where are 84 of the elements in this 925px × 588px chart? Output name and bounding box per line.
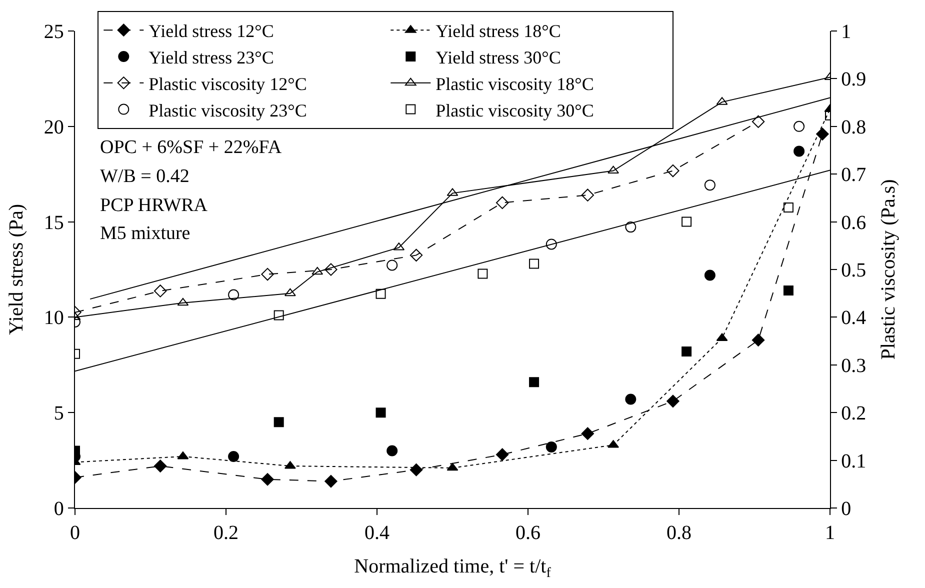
y2-tick-label: 0.2 bbox=[841, 402, 866, 425]
point bbox=[154, 460, 167, 472]
y-tick-label: 0 bbox=[54, 498, 64, 520]
point bbox=[682, 216, 692, 227]
y2-tick-label: 0.7 bbox=[841, 164, 866, 186]
point bbox=[625, 394, 636, 405]
annotation: PCP HRWRA bbox=[100, 195, 208, 216]
point bbox=[324, 474, 338, 488]
point bbox=[816, 128, 829, 140]
point bbox=[324, 263, 338, 276]
point bbox=[274, 417, 284, 428]
point bbox=[682, 346, 692, 357]
point bbox=[625, 222, 636, 233]
point bbox=[783, 285, 794, 296]
legend-label: Yield stress 23°C bbox=[148, 48, 274, 68]
point bbox=[529, 258, 540, 269]
point bbox=[386, 445, 398, 456]
annotation: W/B = 0.42 bbox=[100, 166, 190, 187]
point bbox=[546, 238, 557, 250]
y2-tick-label: 1 bbox=[841, 21, 852, 43]
x-tick-label: 0.8 bbox=[666, 522, 692, 544]
x-tick-label: 0.2 bbox=[214, 522, 238, 544]
legend-label: Plastic viscosity 18°C bbox=[436, 74, 594, 94]
y2-tick-label: 0.6 bbox=[841, 212, 866, 234]
legend-label: Yield stress 18°C bbox=[436, 21, 561, 42]
point bbox=[410, 248, 423, 262]
point bbox=[666, 164, 680, 178]
point bbox=[284, 288, 296, 296]
point bbox=[704, 270, 716, 281]
point bbox=[752, 334, 765, 346]
x-axis-title: Normalized time, t' = t/t$_{f}$ bbox=[354, 556, 552, 581]
legend-label: Yield stress 30°C bbox=[436, 48, 561, 68]
point bbox=[529, 377, 540, 388]
y2-tick-label: 0.5 bbox=[841, 260, 866, 282]
y-axis-title: Yield stress (Pa) bbox=[5, 204, 28, 336]
point bbox=[581, 188, 594, 202]
point bbox=[312, 266, 324, 275]
point bbox=[386, 260, 398, 271]
point bbox=[794, 120, 805, 132]
point bbox=[704, 180, 716, 191]
legend-label: Plastic viscosity 30°C bbox=[436, 100, 594, 120]
x-tick-label: 1 bbox=[825, 522, 835, 544]
y-tick-label: 10 bbox=[44, 307, 64, 330]
point bbox=[154, 284, 167, 298]
point bbox=[177, 298, 189, 306]
point bbox=[496, 448, 509, 461]
point bbox=[783, 202, 794, 212]
point bbox=[794, 146, 805, 157]
point bbox=[410, 463, 423, 476]
y2-axis-title: Plastic viscosity (Pa.s) bbox=[878, 179, 900, 360]
y-tick-label: 15 bbox=[44, 212, 64, 234]
point bbox=[446, 462, 458, 471]
legend-label: Plastic viscosity 12°C bbox=[148, 74, 307, 94]
point bbox=[546, 441, 557, 452]
point bbox=[666, 394, 680, 408]
y2-tick-label: 0 bbox=[841, 498, 852, 520]
x-tick-label: 0.4 bbox=[364, 522, 390, 544]
point bbox=[752, 115, 765, 128]
point bbox=[274, 310, 284, 320]
legend-label: Plastic viscosity 23°C bbox=[148, 100, 307, 120]
annotation: M5 mixture bbox=[100, 223, 190, 244]
point bbox=[228, 289, 240, 300]
point bbox=[376, 288, 386, 299]
point bbox=[581, 427, 594, 440]
y-tick-label: 5 bbox=[54, 402, 64, 425]
point bbox=[608, 166, 620, 174]
point bbox=[177, 451, 189, 460]
legend-label: Yield stress 12°C bbox=[148, 21, 274, 42]
y2-tick-label: 0.3 bbox=[841, 354, 866, 377]
point bbox=[478, 268, 488, 279]
x-tick-label: 0.6 bbox=[516, 522, 540, 544]
y2-tick-label: 0.9 bbox=[841, 68, 866, 91]
x-tick-label: 0 bbox=[70, 522, 80, 544]
y-tick-label: 20 bbox=[44, 116, 64, 138]
annotation: OPC + 6%SF + 22%FA bbox=[100, 137, 282, 158]
point bbox=[261, 268, 274, 281]
y2-tick-label: 0.1 bbox=[841, 450, 866, 472]
y2-tick-label: 0.4 bbox=[841, 307, 866, 330]
point bbox=[496, 196, 509, 210]
y2-tick-label: 0.8 bbox=[841, 116, 866, 138]
point bbox=[261, 473, 274, 486]
point bbox=[228, 450, 240, 462]
point bbox=[376, 408, 386, 418]
y-tick-label: 25 bbox=[44, 21, 64, 43]
